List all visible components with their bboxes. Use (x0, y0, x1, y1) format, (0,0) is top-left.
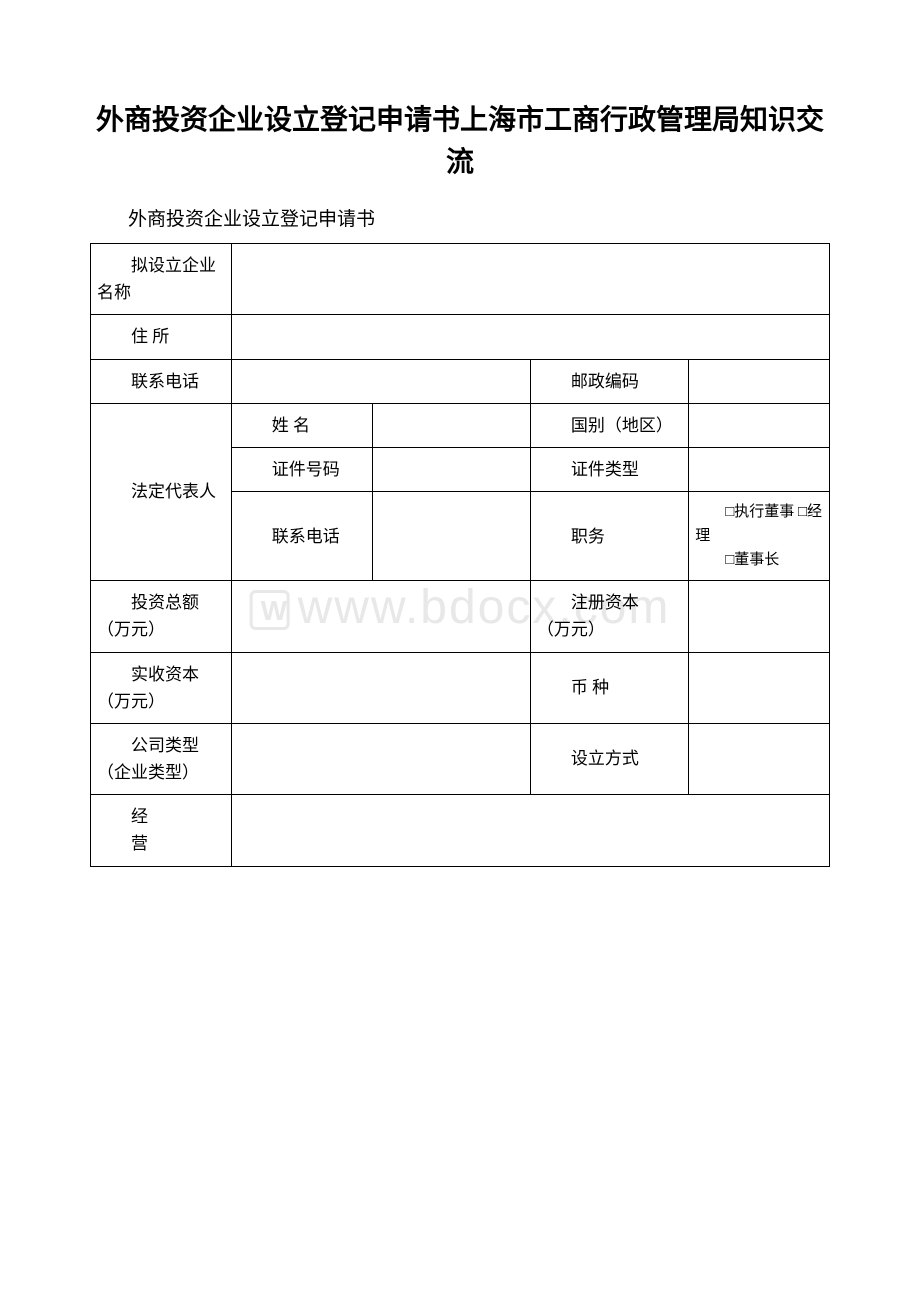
row-business-scope: 经 营 (91, 795, 830, 866)
label-company-type: 公司类型 （企业类型） (91, 723, 232, 794)
value-total-investment (231, 581, 530, 652)
page-subtitle: 外商投资企业设立登记申请书 (90, 204, 830, 231)
value-proposed-name (231, 244, 829, 315)
value-business-scope (231, 795, 829, 866)
row-legal-rep-name: 法定代表人 姓 名 国别（地区） (91, 403, 830, 447)
row-address: 住 所 (91, 315, 830, 359)
row-investment: 投资总额 （万元） 注册资本 （万元） (91, 581, 830, 652)
row-contact: 联系电话 邮政编码 (91, 359, 830, 403)
label-address: 住 所 (91, 315, 232, 359)
label-postal-code: 邮政编码 (530, 359, 688, 403)
label-total-investment: 投资总额 （万元） (91, 581, 232, 652)
label-phone: 联系电话 (231, 492, 372, 581)
label-position: 职务 (530, 492, 688, 581)
value-paid-capital (231, 652, 530, 723)
checkbox-position-chairman: □董事长 (695, 548, 823, 572)
value-postal-code (689, 359, 830, 403)
label-registered-capital: 注册资本 （万元） (530, 581, 688, 652)
value-country (689, 403, 830, 447)
label-paid-capital: 实收资本 （万元） (91, 652, 232, 723)
label-proposed-name: 拟设立企业名称 (91, 244, 232, 315)
label-name: 姓 名 (231, 403, 372, 447)
value-currency (689, 652, 830, 723)
label-legal-rep: 法定代表人 (91, 403, 232, 580)
value-registered-capital (689, 581, 830, 652)
value-position: □执行董事 □经理 □董事长 (689, 492, 830, 581)
application-form-table: 拟设立企业名称 住 所 联系电话 邮政编码 法定代表人 姓 名 国别（地区） 证… (90, 243, 830, 867)
row-paid-capital: 实收资本 （万元） 币 种 (91, 652, 830, 723)
value-name (372, 403, 530, 447)
label-currency: 币 种 (530, 652, 688, 723)
label-country: 国别（地区） (530, 403, 688, 447)
label-id-type: 证件类型 (530, 447, 688, 491)
label-contact-phone: 联系电话 (91, 359, 232, 403)
checkbox-position-exec: □执行董事 □经理 (695, 500, 823, 548)
label-establishment-method: 设立方式 (530, 723, 688, 794)
value-establishment-method (689, 723, 830, 794)
value-id-number (372, 447, 530, 491)
value-phone (372, 492, 530, 581)
row-company-type: 公司类型 （企业类型） 设立方式 (91, 723, 830, 794)
label-business-scope: 经 营 (91, 795, 232, 866)
page-title: 外商投资企业设立登记申请书上海市工商行政管理局知识交流 (90, 100, 830, 184)
row-proposed-name: 拟设立企业名称 (91, 244, 830, 315)
value-id-type (689, 447, 830, 491)
label-id-number: 证件号码 (231, 447, 372, 491)
value-address (231, 315, 829, 359)
value-company-type (231, 723, 530, 794)
value-contact-phone (231, 359, 530, 403)
